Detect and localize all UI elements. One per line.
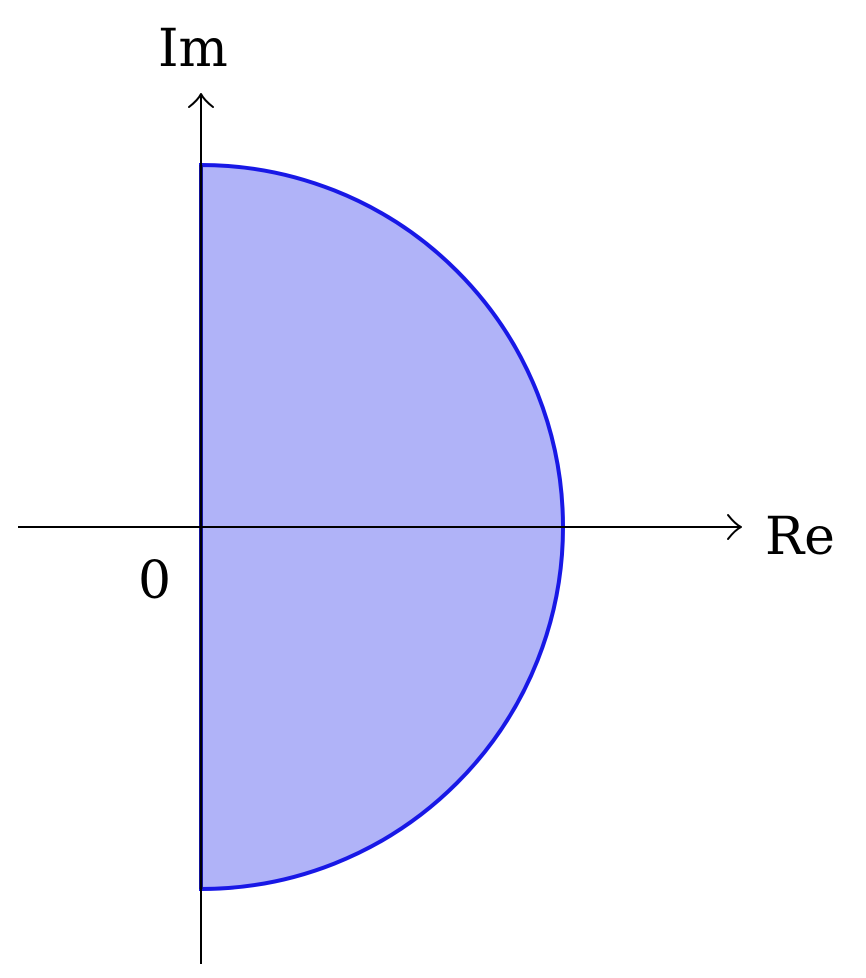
real-axis-arrowhead [727,514,742,540]
origin-label: 0 [138,551,171,611]
imaginary-axis-arrowhead [188,93,214,108]
real-axis-label: Re [765,507,835,567]
imaginary-axis-label: Im [158,19,228,79]
